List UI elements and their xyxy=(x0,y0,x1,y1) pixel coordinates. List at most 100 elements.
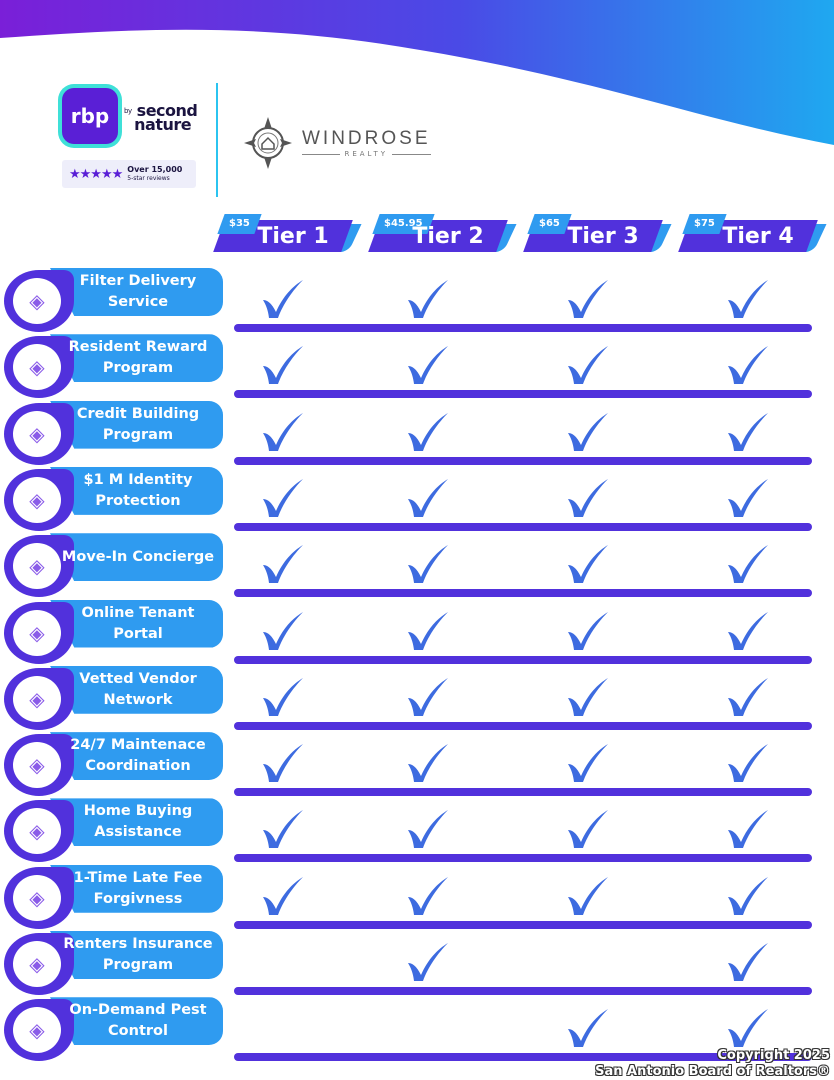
row-divider xyxy=(234,1053,812,1062)
id-card-icon: ◈ xyxy=(13,476,61,523)
feature-label-pill xyxy=(50,599,223,648)
reviews-count: Over 15,000 xyxy=(127,165,183,174)
feature-label: Home Buying Assistance xyxy=(83,803,193,841)
checkmark-icon xyxy=(566,543,610,585)
star-rating-icon: ★★★★★ xyxy=(69,166,123,182)
checkmark-icon xyxy=(566,1007,610,1049)
checkmark-icon xyxy=(406,941,450,983)
checkmark-icon xyxy=(261,875,305,917)
feature-label-pill xyxy=(50,798,223,847)
feature-row: ◈ On-Demand Pest Control xyxy=(0,997,834,1063)
feature-label-pill xyxy=(50,997,223,1046)
house-sale-icon: ◈ xyxy=(13,808,61,855)
no-bug-icon: ◈ xyxy=(13,1007,61,1054)
tier-name: Tier 4 xyxy=(722,224,794,249)
windrose-logo: WINDROSE REALTY xyxy=(242,115,431,171)
feature-label: Move-In Concierge xyxy=(61,548,215,565)
checkmark-icon xyxy=(726,1007,770,1049)
row-divider xyxy=(234,390,812,399)
checkmark-icon xyxy=(261,742,305,784)
reviews-badge: ★★★★★ Over 15,000 5-star reviews xyxy=(62,160,196,188)
checkmark-icon xyxy=(261,278,305,320)
feature-icon-badge: ◈ xyxy=(4,468,74,531)
row-divider xyxy=(234,324,812,332)
feature-label: Resident Reward Program xyxy=(68,339,208,377)
filter-icon: ◈ xyxy=(13,278,61,324)
computer-icon: ◈ xyxy=(13,609,61,656)
credit-gauge-icon: ◈ xyxy=(13,410,61,457)
feature-row: ◈ Renters Insurance Program xyxy=(0,931,834,997)
feature-icon-badge: ◈ xyxy=(4,866,74,929)
row-divider xyxy=(234,854,812,863)
feature-label: 24/7 Maintenace Coordination xyxy=(70,737,206,775)
no-fee-icon: ◈ xyxy=(13,874,61,921)
feature-label: On-Demand Pest Control xyxy=(69,1002,207,1040)
checkmark-icon xyxy=(406,676,450,718)
feature-label: Online Tenant Portal xyxy=(81,604,195,642)
tier-name: Tier 3 xyxy=(567,224,639,249)
tier-3-header: $65 Tier 3 xyxy=(523,214,672,252)
feature-icon-badge: ◈ xyxy=(4,800,74,863)
feature-label: Credit Building Program xyxy=(76,405,200,443)
reviews-caption: 5-star reviews xyxy=(127,175,170,182)
feature-row: ◈ 1-Time Late Fee Forgivness xyxy=(0,864,834,931)
concierge-icon: ◈ xyxy=(13,543,61,590)
gift-icon: ◈ xyxy=(13,344,61,391)
tier-2-header: $45.95 Tier 2 xyxy=(368,214,517,252)
row-divider xyxy=(234,987,812,995)
feature-label-pill xyxy=(50,533,223,582)
checkmark-icon xyxy=(406,543,450,585)
checkmark-icon xyxy=(406,411,450,453)
feature-row: ◈ Move-In Concierge xyxy=(0,533,834,599)
tier-4-header: $75 Tier 4 xyxy=(678,214,827,252)
feature-label-pill xyxy=(50,732,223,781)
feature-label-pill xyxy=(50,268,223,316)
copyright: Copyright 2025 San Antonio Board of Realt… xyxy=(595,1048,830,1079)
checkmark-icon xyxy=(261,477,305,519)
feature-label: $1 M Identity Protection xyxy=(83,471,193,509)
checkmark-icon xyxy=(406,278,450,320)
umbrella-icon: ◈ xyxy=(13,941,61,987)
row-divider xyxy=(234,721,812,730)
checkmark-icon xyxy=(566,676,610,718)
feature-label-pill xyxy=(50,931,223,979)
checkmark-icon xyxy=(261,543,305,585)
checkmark-icon xyxy=(726,742,770,784)
feature-row: ◈ Filter Delivery Service xyxy=(0,268,834,334)
compass-house-icon xyxy=(244,117,292,169)
feature-row: ◈ Home Buying Assistance xyxy=(0,798,834,864)
logo-divider xyxy=(216,83,218,197)
checkmark-icon xyxy=(261,411,305,453)
checkmark-icon xyxy=(261,808,305,850)
checkmark-icon xyxy=(261,676,305,718)
checkmark-icon xyxy=(566,278,610,320)
feature-icon-badge: ◈ xyxy=(4,270,74,332)
checkmark-icon xyxy=(726,477,770,519)
header-wave xyxy=(0,0,834,145)
checkmark-icon xyxy=(726,676,770,718)
feature-label-pill xyxy=(50,466,223,515)
tier-name: Tier 2 xyxy=(412,224,484,249)
checkmark-icon xyxy=(726,411,770,453)
clock-icon: ◈ xyxy=(13,742,61,789)
tier-1-header: $35 Tier 1 xyxy=(213,214,362,252)
checkmark-icon xyxy=(406,610,450,652)
feature-label: Renters Insurance Program xyxy=(63,936,213,973)
checkmark-icon xyxy=(566,411,610,453)
checkmark-icon xyxy=(261,344,305,386)
feature-row: ◈ Online Tenant Portal xyxy=(0,599,834,666)
feature-icon-badge: ◈ xyxy=(4,933,74,995)
feature-icon-badge: ◈ xyxy=(4,999,74,1062)
feature-icon-badge: ◈ xyxy=(4,336,74,399)
checkmark-icon xyxy=(726,941,770,983)
feature-label: Filter Delivery Service xyxy=(79,273,197,310)
second-nature-brand: by second nature xyxy=(124,101,198,134)
checkmark-icon xyxy=(406,742,450,784)
checkmark-icon xyxy=(406,808,450,850)
checkmark-icon xyxy=(406,477,450,519)
checkmark-icon xyxy=(726,344,770,386)
checkmark-icon xyxy=(726,808,770,850)
row-divider xyxy=(234,788,812,797)
feature-label-pill xyxy=(50,334,223,383)
feature-label-pill xyxy=(50,400,223,449)
